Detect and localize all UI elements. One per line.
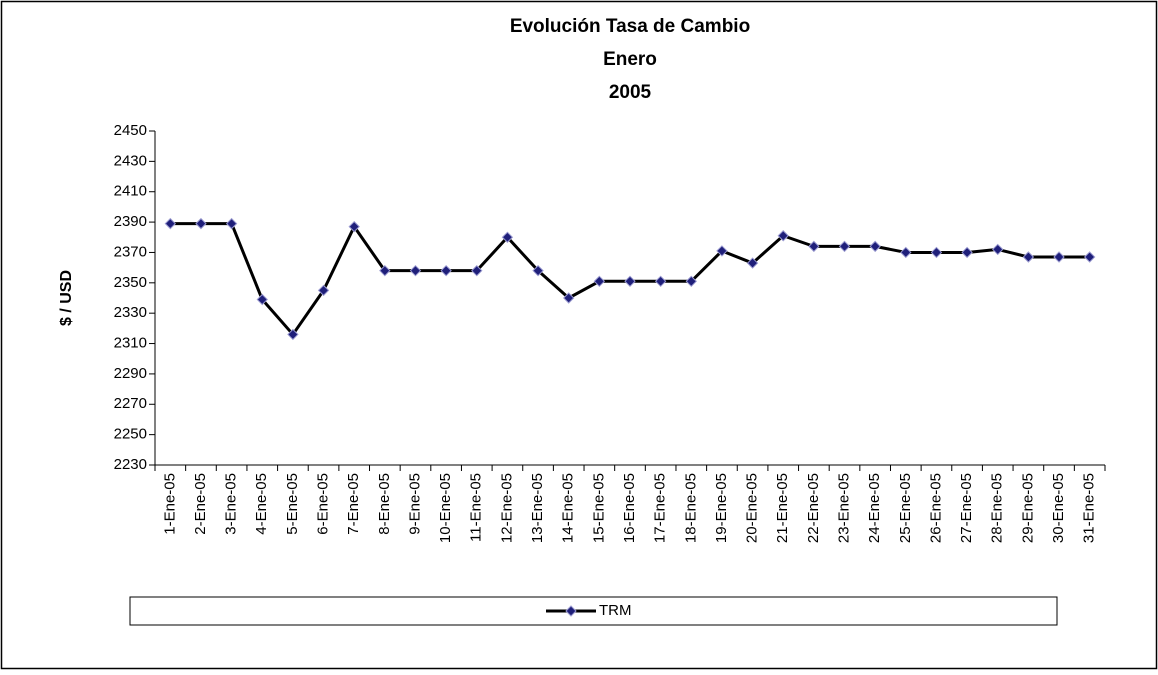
x-tick-label: 24-Ene-05	[866, 473, 883, 543]
x-tick-label: 25-Ene-05	[897, 473, 914, 543]
y-tick-label: 2370	[114, 243, 147, 260]
y-tick-label: 2390	[114, 213, 147, 230]
y-tick-label: 2270	[114, 395, 147, 412]
y-tick-label: 2450	[114, 122, 147, 139]
x-tick-label: 5-Ene-05	[284, 473, 301, 535]
chart-title: Evolución Tasa de Cambio	[510, 16, 750, 37]
x-tick-label: 20-Ene-05	[744, 473, 761, 543]
marker	[838, 240, 851, 253]
marker	[685, 275, 697, 288]
marker	[1053, 251, 1065, 263]
legend-label: TRM	[599, 602, 632, 619]
marker	[746, 257, 759, 269]
x-tick-label: 6-Ene-05	[315, 473, 332, 535]
x-tick-label: 14-Ene-05	[560, 473, 577, 543]
x-tick-label: 13-Ene-05	[529, 473, 546, 543]
marker	[624, 275, 636, 288]
marker	[992, 243, 1004, 256]
marker	[808, 240, 820, 253]
legend-marker	[565, 605, 577, 617]
marker	[440, 264, 452, 277]
marker	[869, 240, 881, 253]
marker	[593, 275, 606, 288]
y-tick-label: 2310	[114, 335, 147, 352]
y-tick-label: 2350	[114, 274, 147, 291]
x-tick-label: 23-Ene-05	[835, 473, 852, 543]
marker	[900, 246, 912, 259]
x-tick-label: 10-Ene-05	[437, 473, 454, 543]
x-tick-label: 21-Ene-05	[774, 473, 791, 543]
marker	[654, 275, 667, 288]
marker	[563, 292, 575, 304]
marker	[716, 245, 728, 257]
marker	[930, 246, 943, 259]
x-tick-label: 19-Ene-05	[713, 473, 730, 543]
marker	[532, 264, 544, 277]
x-tick-label: 4-Ene-05	[253, 473, 270, 535]
chart-title: 2005	[609, 82, 652, 103]
x-tick-label: 11-Ene-05	[468, 473, 485, 542]
x-tick-label: 30-Ene-05	[1050, 473, 1067, 543]
x-tick-label: 2-Ene-05	[192, 473, 209, 535]
x-tick-label: 28-Ene-05	[989, 473, 1006, 543]
x-tick-label: 26-Ene-05	[927, 473, 944, 543]
x-tick-label: 8-Ene-05	[376, 473, 393, 535]
marker	[409, 264, 422, 277]
x-tick-label: 22-Ene-05	[805, 473, 822, 543]
marker	[777, 230, 789, 242]
y-tick-label: 2410	[114, 183, 147, 200]
chart-title: Enero	[603, 49, 657, 70]
y-tick-label: 2230	[114, 456, 147, 473]
x-tick-label: 18-Ene-05	[682, 473, 699, 543]
x-tick-label: 27-Ene-05	[958, 473, 975, 543]
x-tick-label: 15-Ene-05	[590, 473, 607, 543]
marker	[471, 264, 483, 277]
x-tick-label: 3-Ene-05	[223, 473, 240, 535]
x-tick-label: 16-Ene-05	[621, 473, 638, 543]
y-tick-label: 2290	[114, 365, 147, 382]
x-tick-label: 7-Ene-05	[345, 473, 362, 535]
x-tick-label: 1-Ene-05	[161, 473, 178, 535]
marker	[256, 293, 268, 306]
marker	[164, 217, 177, 230]
marker	[225, 217, 238, 230]
x-tick-label: 9-Ene-05	[406, 473, 423, 535]
marker	[1083, 251, 1096, 263]
marker	[1022, 251, 1035, 263]
marker	[195, 217, 207, 230]
y-tick-label: 2250	[114, 426, 147, 443]
marker	[379, 264, 391, 277]
marker	[501, 231, 514, 243]
x-tick-label: 29-Ene-05	[1019, 473, 1036, 543]
marker	[317, 284, 330, 297]
x-tick-label: 17-Ene-05	[652, 473, 669, 543]
x-tick-label: 12-Ene-05	[498, 473, 515, 543]
x-tick-label: 31-Ene-05	[1081, 473, 1098, 543]
y-tick-label: 2330	[114, 304, 147, 321]
marker	[961, 246, 973, 259]
y-tick-label: 2430	[114, 152, 147, 169]
marker	[348, 220, 360, 233]
marker	[287, 328, 299, 341]
y-axis-label: $ / USD	[58, 270, 75, 326]
